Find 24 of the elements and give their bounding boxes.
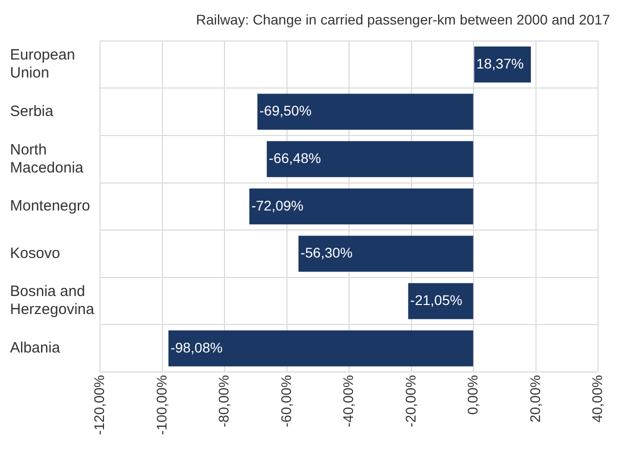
chart-title: Railway: Change in carried passenger-km between 2000 and 2017 <box>196 11 610 28</box>
x-tick-label: -20,00% <box>402 375 418 428</box>
data-label: -21,05% <box>410 292 462 308</box>
x-tick-label: -60,00% <box>278 375 294 428</box>
x-tick-label: -120,00% <box>91 375 108 436</box>
x-tick-label: -40,00% <box>340 375 356 428</box>
y-tick-label: Serbia <box>10 102 54 120</box>
data-label: -66,48% <box>268 150 321 166</box>
y-tick-label: North Macedonia <box>10 141 84 176</box>
x-tick-label: 40,00% <box>589 375 606 423</box>
data-label: -72,09% <box>251 197 304 214</box>
y-tick-label: Montenegro <box>10 198 90 215</box>
x-tick-label: 20,00% <box>526 375 543 423</box>
y-tick-label: Kosovo <box>10 244 60 262</box>
x-tick-label: -80,00% <box>216 375 232 428</box>
data-label: -56,30% <box>300 244 353 261</box>
data-label: 18,37% <box>476 55 524 72</box>
data-label: -98,08% <box>170 339 223 356</box>
y-tick-label: Albania <box>10 340 61 357</box>
y-tick-label: Bosnia and Herzegovina <box>10 283 95 318</box>
x-tick-label: -100,00% <box>153 375 170 436</box>
x-tick-label: 0,00% <box>464 375 481 415</box>
data-label: -69,50% <box>259 102 312 119</box>
y-tick-label: European Union <box>10 46 76 82</box>
